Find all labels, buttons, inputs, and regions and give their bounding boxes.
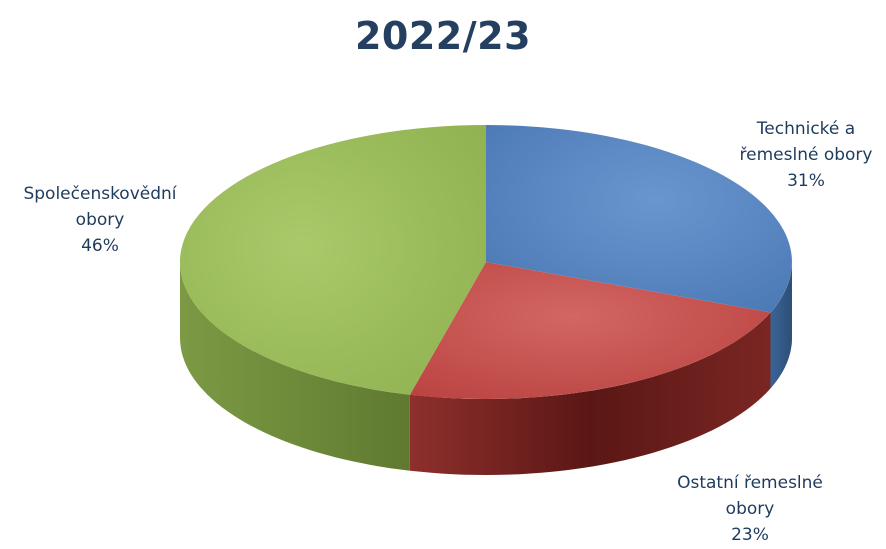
slice-ostatni-label-line: Ostatní řemeslné: [677, 473, 823, 493]
slice-technicke-side: [770, 262, 792, 389]
slice-technicke-label-line: řemeslné obory: [739, 145, 873, 165]
slice-spolecenskovedni-side: [180, 262, 410, 471]
slice-technicke-label-line: Technické a: [756, 119, 856, 139]
slice-ostatni-percent: 23%: [731, 525, 769, 545]
slice-ostatni-label-line: obory: [725, 499, 775, 519]
slice-spolecenskovedni-percent: 46%: [81, 236, 119, 256]
slice-technicke: [486, 125, 792, 313]
slice-spolecenskovedni-label-line: obory: [75, 210, 125, 230]
slice-spolecenskovedni-label-line: Společenskovědní: [23, 184, 177, 204]
slice-spolecenskovedni: [179, 124, 487, 395]
slice-technicke-percent: 31%: [787, 171, 825, 191]
slice-spolecenskovedni-label: Společenskovědní obory 46%: [0, 181, 200, 259]
slice-ostatni-side: [409, 312, 771, 475]
chart-title: 2022/23: [354, 14, 532, 58]
slice-technicke-label: Technické a řemeslné obory 31%: [706, 116, 886, 194]
slice-ostatni-label: Ostatní řemeslné obory 23%: [640, 470, 860, 548]
slice-ostatni: [409, 262, 771, 399]
